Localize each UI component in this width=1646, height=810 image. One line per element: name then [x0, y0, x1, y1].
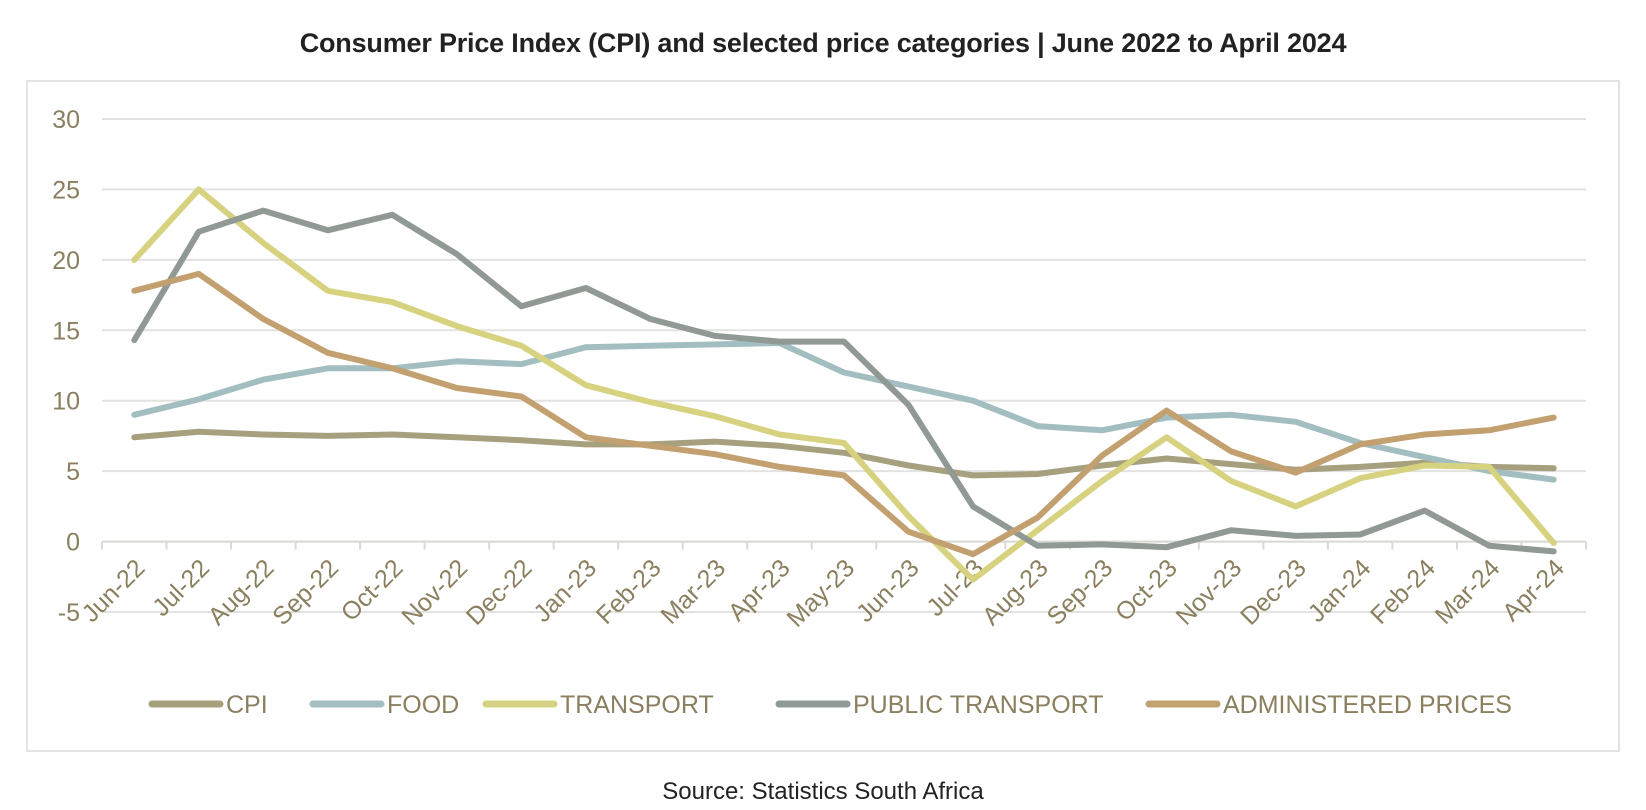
x-tick-label: Nov-22: [396, 554, 473, 631]
x-tick-label: Sep-22: [267, 554, 344, 631]
y-tick-label: 10: [52, 388, 80, 416]
series-line-transport: [131, 186, 1557, 583]
series-line-food: [131, 340, 1557, 483]
series-line-administered-prices: [131, 270, 1557, 558]
chart-title: Consumer Price Index (CPI) and selected …: [299, 28, 1347, 58]
x-tick-label: Jun-22: [77, 554, 151, 628]
y-tick-label: -5: [58, 599, 80, 627]
y-tick-label: 25: [52, 176, 80, 204]
legend-label: PUBLIC TRANSPORT: [853, 691, 1104, 719]
y-tick-label: 20: [52, 247, 80, 275]
x-tick-label: May-23: [781, 554, 860, 633]
x-tick-label: Feb-24: [1365, 554, 1441, 630]
source-note: Source: Statistics South Africa: [662, 778, 984, 805]
legend: CPI FOOD TRANSPORT PUBLIC TRANSPORT ADMINIST…: [148, 691, 1512, 719]
y-tick-label: 5: [66, 458, 80, 486]
y-tick-label: 0: [66, 529, 80, 557]
y-tick-label: 30: [52, 106, 80, 134]
gridlines: [102, 118, 1586, 613]
x-tick-label: Feb-23: [591, 554, 667, 630]
x-tick-label: Apr-24: [1497, 554, 1570, 627]
x-tick-label: Mar-23: [655, 554, 731, 630]
x-tick-label: Jan-24: [1303, 554, 1377, 628]
x-tick-label: Dec-22: [461, 554, 538, 631]
x-tick-label: Jun-23: [851, 554, 925, 628]
series-line-public-transport: [131, 207, 1557, 555]
x-tick-label: Aug-22: [203, 554, 280, 631]
legend-label: CPI: [226, 691, 268, 719]
x-tick-label: Sep-23: [1042, 554, 1119, 631]
x-tick-label: Mar-24: [1430, 554, 1506, 630]
legend-label: ADMINISTERED PRICES: [1223, 691, 1512, 719]
y-tick-label: 15: [52, 317, 80, 345]
chart-frame: [26, 80, 1620, 752]
x-tick-label: Jan-23: [528, 554, 602, 628]
x-tick-label: Oct-23: [1110, 554, 1183, 627]
series-lines: [131, 186, 1557, 583]
series-line-cpi: [131, 428, 1557, 479]
legend-label: FOOD: [387, 691, 459, 719]
x-tick-label: Nov-23: [1171, 554, 1248, 631]
x-axis: Jun-22Jul-22Aug-22Sep-22Oct-22Nov-22Dec-…: [77, 540, 1587, 633]
x-tick-label: Dec-23: [1235, 554, 1312, 631]
legend-label: TRANSPORT: [560, 691, 714, 719]
y-axis-labels: -5 0 5 10 15 20 25 30: [52, 106, 80, 627]
x-tick-label: Oct-22: [336, 554, 409, 627]
